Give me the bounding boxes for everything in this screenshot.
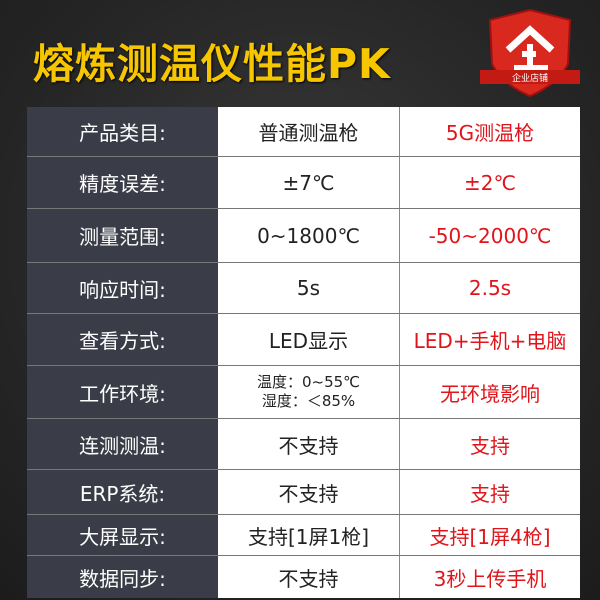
fiveg-value: ±2℃ <box>400 157 580 208</box>
table-row: 大屏显示: 支持[1屏1枪] 支持[1屏4枪] <box>27 515 580 556</box>
row-label: 大屏显示: <box>27 515 218 555</box>
page-title: 熔炼测温仪性能PK <box>33 40 391 88</box>
normal-value: 不支持 <box>218 470 400 514</box>
table-row: 精度误差: ±7℃ ±2℃ <box>27 157 580 209</box>
normal-value-line: 温度：0~55℃ <box>256 373 361 391</box>
fiveg-value: 支持[1屏4枪] <box>400 515 580 555</box>
normal-value: 温度：0~55℃ 湿度：＜85% <box>218 366 400 418</box>
table-row: ERP系统: 不支持 支持 <box>27 470 580 515</box>
normal-value: 0~1800℃ <box>218 209 400 262</box>
fiveg-value: 3秒上传手机 <box>400 556 580 598</box>
row-label: ERP系统: <box>27 470 218 514</box>
badge-text: 企业店铺 <box>512 72 548 84</box>
fiveg-value: 无环境影响 <box>400 366 580 418</box>
normal-value: 普通测温枪 <box>218 107 400 156</box>
fiveg-value: -50~2000℃ <box>400 209 580 262</box>
row-label: 数据同步: <box>27 556 218 598</box>
row-label: 精度误差: <box>27 157 218 208</box>
row-label: 连测测温: <box>27 419 218 469</box>
table-row: 查看方式: LED显示 LED+手机+电脑 <box>27 314 580 366</box>
table-row: 工作环境: 温度：0~55℃ 湿度：＜85% 无环境影响 <box>27 366 580 419</box>
normal-value: LED显示 <box>218 314 400 365</box>
row-label: 产品类目: <box>27 107 218 156</box>
row-label: 响应时间: <box>27 263 218 313</box>
fiveg-value: 支持 <box>400 470 580 514</box>
comparison-table: 产品类目: 普通测温枪 5G测温枪 精度误差: ±7℃ ±2℃ 测量范围: 0~… <box>27 107 580 598</box>
normal-value: ±7℃ <box>218 157 400 208</box>
fiveg-value: 5G测温枪 <box>400 107 580 156</box>
table-row: 响应时间: 5s 2.5s <box>27 263 580 314</box>
fiveg-value: 2.5s <box>400 263 580 313</box>
table-row: 产品类目: 普通测温枪 5G测温枪 <box>27 107 580 157</box>
normal-value: 5s <box>218 263 400 313</box>
row-label: 查看方式: <box>27 314 218 365</box>
row-label: 测量范围: <box>27 209 218 262</box>
enterprise-shield-icon: 企业店铺 <box>478 6 582 98</box>
fiveg-value: 支持 <box>400 419 580 469</box>
fiveg-value: LED+手机+电脑 <box>400 314 580 365</box>
table-row: 测量范围: 0~1800℃ -50~2000℃ <box>27 209 580 263</box>
normal-value: 不支持 <box>218 419 400 469</box>
row-label: 工作环境: <box>27 366 218 418</box>
table-row: 连测测温: 不支持 支持 <box>27 419 580 470</box>
normal-value: 不支持 <box>218 556 400 598</box>
table-row: 数据同步: 不支持 3秒上传手机 <box>27 556 580 598</box>
normal-value: 支持[1屏1枪] <box>218 515 400 555</box>
normal-value-line: 湿度：＜85% <box>261 392 356 410</box>
